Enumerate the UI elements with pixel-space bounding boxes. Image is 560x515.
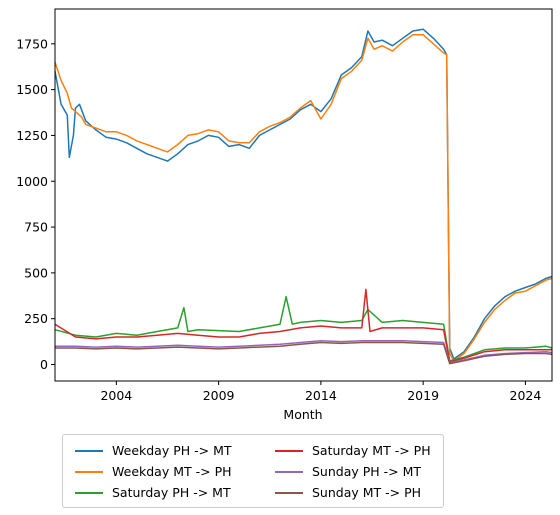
legend-item: Saturday PH -> MT	[75, 485, 231, 500]
legend-swatch	[275, 449, 303, 452]
series-line-3	[54, 295, 553, 362]
legend-label: Saturday MT -> PH	[312, 443, 431, 458]
x-tick-label: 2004	[100, 388, 132, 403]
legend-item: Sunday PH -> MT	[275, 464, 421, 479]
legend-swatch	[275, 470, 303, 473]
y-tick-label: 500	[24, 265, 48, 280]
series-line-1	[54, 28, 553, 360]
y-tick-label: 1250	[16, 128, 48, 143]
x-axis-title: Month	[283, 407, 322, 422]
y-tick-label: 1000	[16, 174, 48, 189]
legend-label: Weekday PH -> MT	[112, 443, 232, 458]
series-line-2	[54, 33, 553, 362]
y-tick-label: 250	[24, 311, 48, 326]
legend-label: Sunday MT -> PH	[312, 485, 422, 500]
legend-label: Saturday PH -> MT	[112, 485, 231, 500]
legend-swatch	[75, 491, 103, 494]
y-tick-label: 1750	[16, 36, 48, 51]
legend-item: Sunday MT -> PH	[275, 485, 421, 500]
legend: Weekday PH -> MT Weekday MT -> PH Saturday…	[62, 434, 444, 508]
legend-label: Sunday PH -> MT	[312, 464, 422, 479]
plot-lines	[54, 28, 553, 365]
series-line-4	[54, 288, 552, 363]
x-tick-label: 2009	[203, 388, 235, 403]
y-tick-label: 1500	[16, 82, 48, 97]
legend-swatch	[75, 449, 103, 452]
series-line-5	[55, 339, 553, 364]
x-tick-label: 2024	[510, 388, 542, 403]
legend-item: Saturday MT -> PH	[275, 443, 431, 458]
series-line-6	[55, 341, 553, 365]
y-axis: 0 250 500 750 1000 1250 1500 1750	[16, 36, 55, 372]
y-tick-label: 750	[24, 220, 48, 235]
plot-frame	[54, 8, 553, 382]
x-tick-label: 2014	[305, 388, 337, 403]
x-tick-label: 2019	[407, 388, 439, 403]
legend-item: Weekday MT -> PH	[75, 464, 232, 479]
x-axis: 2004 2009 2014 2019 2024	[100, 381, 541, 403]
legend-item: Weekday PH -> MT	[75, 443, 232, 458]
legend-swatch	[75, 470, 103, 473]
legend-label: Weekday MT -> PH	[112, 464, 232, 479]
y-tick-label: 0	[40, 357, 48, 372]
legend-swatch	[275, 491, 303, 494]
